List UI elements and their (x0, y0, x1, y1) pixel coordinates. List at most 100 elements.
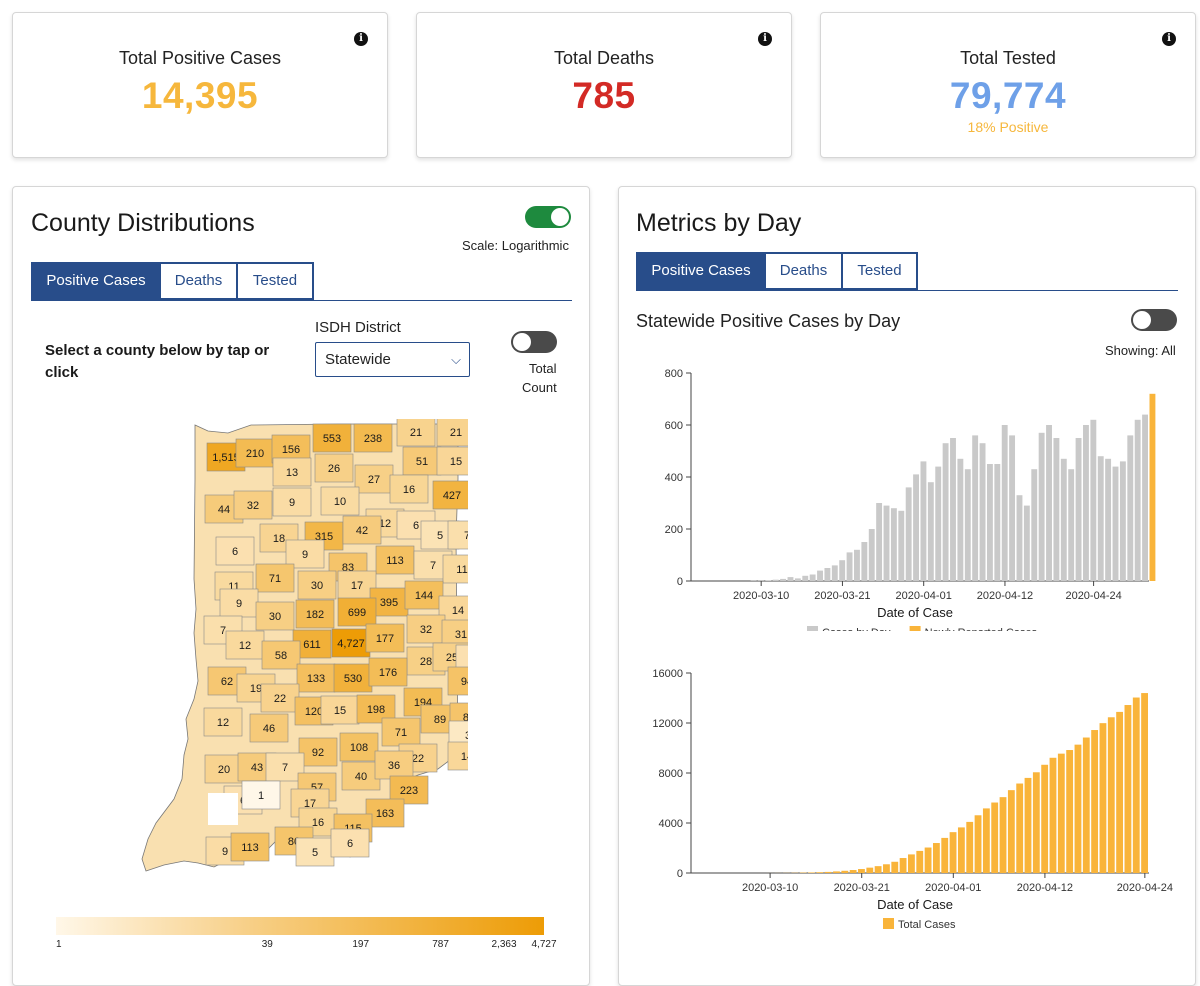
bar[interactable] (1075, 745, 1082, 873)
bar[interactable] (928, 482, 934, 581)
county-tile[interactable]: 40 (342, 762, 380, 790)
tab-deaths[interactable]: Deaths (764, 252, 843, 290)
county-tile[interactable]: 11 (443, 555, 468, 583)
bar[interactable] (980, 443, 986, 581)
county-tile[interactable]: 32 (234, 491, 272, 519)
county-tile[interactable]: 6 (216, 537, 254, 565)
tab-tested[interactable]: Tested (841, 252, 918, 290)
bar[interactable] (875, 866, 882, 873)
bar[interactable] (884, 506, 890, 581)
bar[interactable] (935, 467, 941, 581)
county-tile[interactable]: 20 (205, 755, 243, 783)
bar[interactable] (1025, 778, 1032, 873)
bar[interactable] (841, 871, 848, 873)
bar[interactable] (1033, 772, 1040, 873)
bar[interactable] (808, 872, 815, 873)
bar[interactable] (1091, 730, 1098, 873)
bar[interactable] (802, 576, 808, 581)
bar[interactable] (869, 529, 875, 581)
bar[interactable] (1090, 420, 1096, 581)
bar[interactable] (1098, 456, 1104, 581)
county-tile[interactable]: 10 (321, 487, 359, 515)
county-tile[interactable]: 113 (376, 546, 414, 574)
county-tile[interactable]: 1 (242, 781, 280, 809)
bar[interactable] (1031, 469, 1037, 581)
scale-toggle[interactable] (525, 206, 571, 228)
county-tile[interactable]: 58 (262, 641, 300, 669)
bar[interactable] (975, 815, 982, 873)
bar[interactable] (941, 838, 948, 873)
county-tile[interactable]: 30 (298, 571, 336, 599)
county-tile[interactable]: 92 (299, 738, 337, 766)
bar[interactable] (916, 851, 923, 873)
bar[interactable] (854, 550, 860, 581)
county-tile[interactable]: 22 (261, 684, 299, 712)
county-tile[interactable]: 32 (407, 615, 445, 643)
county-tile[interactable]: 210 (236, 439, 274, 467)
tab-tested[interactable]: Tested (236, 262, 314, 300)
bar[interactable] (795, 578, 801, 581)
bar[interactable] (1076, 438, 1082, 581)
bar[interactable] (1061, 459, 1067, 581)
county-tile[interactable]: 21 (437, 419, 468, 446)
tab-deaths[interactable]: Deaths (159, 262, 238, 300)
bar[interactable] (1041, 765, 1048, 873)
bar[interactable] (972, 435, 978, 581)
county-tile[interactable]: 9 (273, 488, 311, 516)
bar[interactable] (1083, 425, 1089, 581)
county-tile[interactable]: 5 (296, 838, 334, 866)
county-tile[interactable]: 16 (390, 475, 428, 503)
tab-positive-cases[interactable]: Positive Cases (636, 252, 766, 290)
district-select[interactable]: Statewide ⌵ (315, 342, 470, 377)
county-tile[interactable]: 182 (296, 600, 334, 628)
bar[interactable] (1008, 790, 1015, 873)
bar[interactable] (991, 803, 998, 873)
bar[interactable] (950, 832, 957, 873)
bar[interactable] (913, 474, 919, 581)
county-tile[interactable]: 21 (397, 419, 435, 446)
bar[interactable] (925, 848, 932, 873)
bar[interactable] (1133, 698, 1140, 873)
county-tile[interactable]: 46 (250, 714, 288, 742)
bar[interactable] (950, 438, 956, 581)
bar[interactable] (933, 843, 940, 873)
county-tile[interactable]: 51 (403, 447, 441, 475)
bar[interactable] (825, 872, 832, 873)
county-tile[interactable]: 94 (448, 667, 468, 695)
county-tile[interactable]: 553 (313, 424, 351, 452)
bar[interactable] (1009, 435, 1015, 581)
bar[interactable] (908, 854, 915, 873)
bar[interactable] (765, 580, 771, 581)
bar[interactable] (1050, 758, 1057, 873)
county-tile[interactable]: 71 (256, 564, 294, 592)
bar[interactable] (810, 575, 816, 582)
county-tile[interactable]: 699 (338, 598, 376, 626)
bar[interactable] (987, 464, 993, 581)
county-tile[interactable]: 238 (354, 424, 392, 452)
bar[interactable] (906, 487, 912, 581)
info-icon[interactable]: i (1162, 32, 1176, 46)
county-tile[interactable]: 7 (448, 521, 468, 549)
total-count-toggle[interactable] (511, 331, 557, 353)
bar[interactable] (1039, 433, 1045, 581)
bar[interactable] (1135, 420, 1141, 581)
county-tile[interactable]: 530 (334, 664, 372, 692)
bar[interactable] (832, 565, 838, 581)
bar[interactable] (1053, 438, 1059, 581)
county-tile[interactable]: 30 (256, 602, 294, 630)
bar[interactable] (1113, 467, 1119, 581)
info-icon[interactable]: i (354, 32, 368, 46)
bar[interactable] (891, 508, 897, 581)
bar[interactable] (1046, 425, 1052, 581)
county-tile[interactable]: 144 (405, 581, 443, 609)
bar[interactable] (833, 871, 840, 873)
county-tile[interactable]: 42 (343, 516, 381, 544)
bar[interactable] (1002, 425, 1008, 581)
bar[interactable] (1105, 459, 1111, 581)
bar[interactable] (1024, 506, 1030, 581)
bar[interactable] (965, 469, 971, 581)
bar[interactable] (1108, 717, 1115, 873)
bar[interactable] (866, 868, 873, 873)
county-tile[interactable]: 15 (321, 696, 359, 724)
